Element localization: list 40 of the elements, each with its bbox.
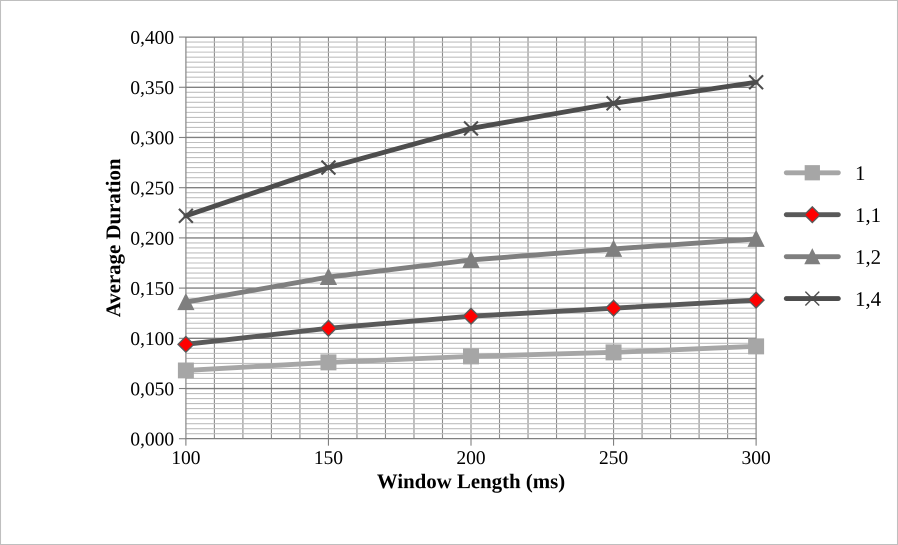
point (748, 338, 764, 354)
y-tick-label: 0,100 (131, 332, 174, 348)
point (178, 208, 194, 224)
y-tick-label: 0,050 (131, 382, 174, 398)
y-tick-label: 0,200 (131, 232, 174, 248)
point (463, 252, 479, 268)
x-tick-label: 300 (742, 451, 770, 464)
x-axis-title: Window Length (ms) (377, 474, 564, 493)
x-tick-label: 150 (316, 451, 342, 464)
point (320, 269, 336, 286)
point (178, 362, 194, 378)
point (320, 160, 336, 176)
point (606, 344, 622, 360)
x-tick-label: 100 (173, 451, 200, 464)
point (748, 292, 765, 309)
x-tick-label: 250 (600, 451, 628, 464)
point (463, 120, 479, 136)
point (606, 240, 622, 257)
point (177, 336, 194, 353)
point (605, 300, 622, 317)
point (320, 354, 336, 370)
point (606, 95, 622, 112)
y-tick-label: 0,350 (131, 81, 174, 98)
y-axis-title: Average Duration (106, 158, 125, 318)
y-tick-label: 0,000 (131, 432, 174, 448)
point (320, 320, 337, 337)
x-tick-label: 200 (457, 451, 485, 464)
point (178, 294, 194, 310)
y-tick-label: 0,400 (131, 30, 174, 47)
point (748, 230, 764, 247)
y-tick-label: 0,300 (131, 131, 174, 148)
point (462, 308, 480, 325)
y-tick-label: 0,250 (131, 182, 174, 198)
y-tick-label: 0,150 (131, 282, 174, 298)
point (748, 74, 764, 90)
legend-label: 1 (856, 166, 864, 180)
legend-label: 1,2 (856, 250, 880, 268)
point (463, 348, 479, 364)
legend-label: 1,1 (856, 208, 880, 226)
legend-label: 1,4 (856, 292, 881, 310)
